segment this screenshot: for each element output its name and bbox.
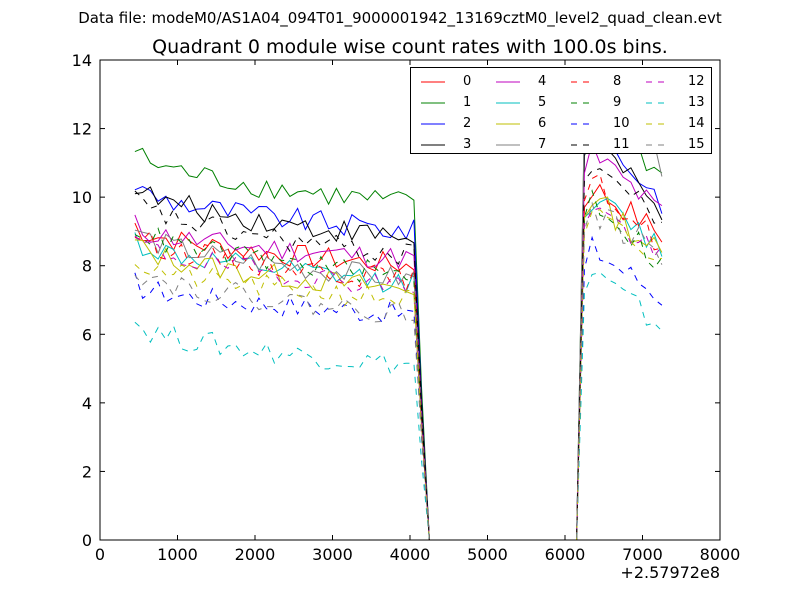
legend-swatch — [496, 102, 520, 104]
series-line-11 — [134, 168, 662, 540]
series-line-13 — [134, 271, 663, 540]
y-tick-label: 6 — [82, 325, 92, 344]
legend-label: 13 — [688, 95, 705, 110]
y-tick-label: 12 — [72, 120, 92, 139]
legend-label: 5 — [538, 95, 547, 110]
series-layer — [134, 95, 663, 540]
x-tick-label: 8000 — [700, 545, 741, 564]
legend-swatch — [496, 81, 520, 83]
x-tick-label: 0 — [95, 545, 105, 564]
legend-swatch — [421, 144, 445, 146]
legend-swatch — [421, 123, 445, 125]
ticks-layer: 0 1000 2000 3000 4000 5000 6000 7000 80000246810… — [72, 51, 741, 564]
legend-swatch — [571, 81, 595, 83]
series-line-14 — [134, 209, 662, 540]
legend-label: 12 — [688, 74, 705, 89]
legend-label: 1 — [463, 95, 472, 110]
legend-label: 4 — [538, 74, 547, 89]
chart-suptitle: Data file: modeM0/AS1A04_094T01_90000019… — [78, 9, 722, 27]
legend-swatch — [646, 81, 670, 83]
x-tick-label: 3000 — [312, 545, 353, 564]
legend-label: 8 — [613, 74, 622, 89]
legend-swatch — [571, 102, 595, 104]
y-tick-label: 10 — [72, 188, 92, 207]
series-line-0 — [134, 183, 663, 540]
legend-swatch — [421, 102, 445, 104]
legend-swatch — [646, 102, 670, 104]
x-tick-label: 2000 — [235, 545, 276, 564]
legend-swatch — [646, 123, 670, 125]
legend-swatch — [646, 144, 670, 146]
legend-label: 9 — [613, 95, 622, 110]
series-line-6 — [134, 196, 663, 540]
series-line-9 — [134, 189, 663, 540]
legend-label: 14 — [688, 116, 705, 131]
legend-label: 7 — [538, 137, 547, 152]
legend-swatch — [496, 123, 520, 125]
legend-label: 15 — [688, 137, 705, 152]
legend-label: 11 — [613, 137, 630, 152]
legend-label: 3 — [463, 137, 472, 152]
legend-label: 6 — [538, 116, 547, 131]
series-line-10 — [134, 235, 663, 540]
series-line-8 — [134, 173, 663, 540]
legend-swatch — [571, 123, 595, 125]
y-tick-label: 8 — [82, 257, 92, 276]
y-tick-label: 0 — [82, 531, 92, 550]
legend-swatch — [421, 81, 445, 83]
y-tick-label: 4 — [82, 394, 92, 413]
x-tick-label: 5000 — [467, 545, 508, 564]
x-tick-label: 1000 — [157, 545, 198, 564]
x-tick-label: 4000 — [390, 545, 431, 564]
x-tick-label: 6000 — [545, 545, 586, 564]
legend-label: 0 — [463, 74, 472, 89]
legend-swatch — [496, 144, 520, 146]
legend-label: 10 — [613, 116, 630, 131]
x-axis-offset-label: +2.57972e8 — [620, 563, 720, 582]
y-tick-label: 14 — [72, 51, 92, 70]
x-tick-label: 7000 — [622, 545, 663, 564]
legend-label: 2 — [463, 116, 472, 131]
legend-swatch — [571, 144, 595, 146]
y-tick-label: 2 — [82, 462, 92, 481]
legend: 0 1 2 3 4 5 6 7 8 9 10 11 12 13 14 15 — [410, 67, 712, 154]
chart-title: Quadrant 0 module wise count rates with … — [152, 36, 668, 58]
